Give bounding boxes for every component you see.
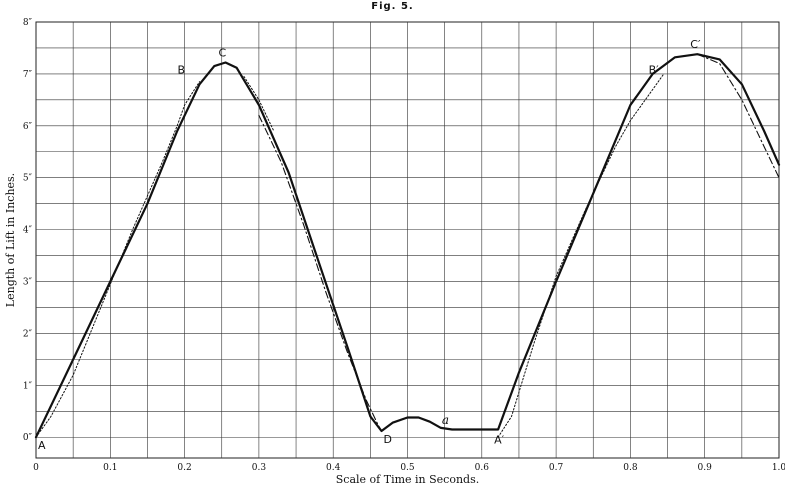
point-label: C′ (690, 38, 701, 51)
series-group (34, 53, 781, 439)
x-tick-label: 0.5 (400, 463, 415, 473)
x-tick-label: 0.3 (252, 463, 267, 473)
y-tick-label: 0″ (23, 433, 33, 443)
point-label: B (178, 64, 186, 77)
y-tick-label: 1″ (23, 381, 33, 391)
x-tick-label: 0.7 (549, 463, 564, 473)
y-tick-label: 3″ (23, 278, 33, 288)
x-tick-label: 0.1 (103, 463, 117, 473)
point-label: a (442, 413, 449, 427)
point-label: D (383, 433, 391, 446)
point-label: C (218, 46, 226, 59)
point-label: A (38, 439, 46, 452)
grid (35, 21, 780, 459)
x-tick-label: 0.9 (698, 463, 713, 473)
point-label: B′ (649, 64, 660, 77)
x-axis-label: Scale of Time in Seconds. (336, 473, 479, 486)
y-tick-label: 8″ (23, 18, 33, 28)
y-axis-label: Length of Lift in Inches. (4, 173, 17, 307)
series-line-dash-dot-2 (696, 53, 780, 179)
figure-title: Fig. 5. (371, 1, 414, 12)
x-tick-label: 1.0 (772, 463, 785, 473)
x-tick-label: 0.6 (475, 463, 490, 473)
x-tick-label: 0.8 (623, 463, 638, 473)
series-line-dash-dot-1 (258, 114, 383, 432)
point-labels: A B C Da A′ B′ C′ (38, 38, 701, 452)
x-tick-label: 0.2 (177, 463, 191, 473)
series-line-dotted-3 (35, 81, 200, 438)
series-line-dotted-4 (243, 76, 275, 132)
y-tick-label: 5″ (23, 174, 33, 184)
y-tick-label: 6″ (23, 122, 33, 132)
tick-labels: 0 0.1 0.2 0.3 0.4 0.5 0.6 0.7 0.8 0.9 1.0 0″ 1″ 2″ 3″ 4… (23, 18, 785, 473)
point-label: A′ (494, 433, 505, 446)
series-line-solid-0 (34, 53, 781, 439)
y-tick-label: 7″ (23, 70, 33, 80)
y-tick-label: 4″ (23, 226, 33, 236)
x-tick-label: 0.4 (326, 463, 341, 473)
x-tick-label: 0 (33, 463, 39, 473)
y-tick-label: 2″ (23, 329, 33, 339)
series-line-dotted-5 (497, 73, 665, 438)
